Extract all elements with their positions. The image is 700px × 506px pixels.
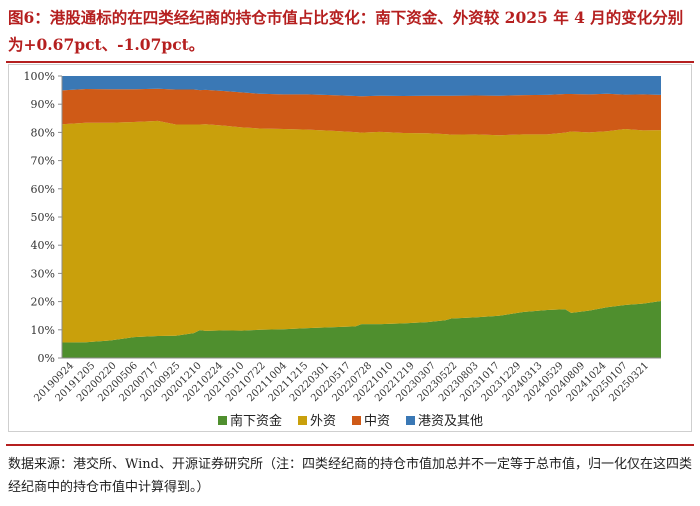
chart-frame: [8, 64, 692, 432]
y-axis: 0% 10% 20% 30% 40% 50% 60% 70% 80% 90% 100%: [24, 70, 63, 365]
area-series-hk_other: [62, 76, 661, 97]
y-tick-label: 60%: [31, 183, 55, 196]
x-axis: 2019092420191205202002202020050620200717…: [32, 357, 661, 404]
y-tick-label: 30%: [31, 267, 55, 280]
y-tick-label: 10%: [31, 324, 55, 337]
source-note: 数据来源：港交所、Wind、开源证券研究所（注：四类经纪商的持仓市值加总并不一定…: [8, 457, 692, 495]
legend-swatch-foreign: [298, 416, 307, 425]
area-layer: [62, 76, 661, 358]
legend-swatch-south: [218, 416, 227, 425]
y-tick-label: 50%: [31, 211, 55, 224]
y-tick-label: 20%: [31, 296, 55, 309]
y-tick-label: 0%: [38, 352, 55, 365]
area-series-foreign: [62, 120, 661, 343]
figure-title: 图6：港股通标的在四类经纪商的持仓市值占比变化：南下资金、外资较 2025 年 …: [8, 8, 684, 54]
legend-swatch-hk_other: [406, 416, 415, 425]
source-divider: [6, 444, 694, 446]
stacked-area-chart: 0% 10% 20% 30% 40% 50% 60% 70% 80% 90% 100% 201909…: [24, 70, 661, 429]
y-tick-label: 100%: [24, 70, 55, 83]
area-series-chinese: [62, 88, 661, 136]
legend-label-hk_other: 港资及其他: [418, 414, 483, 429]
title-divider: [6, 61, 694, 63]
area-series-south: [62, 301, 661, 358]
legend-label-south: 南下资金: [230, 413, 282, 429]
legend-label-foreign: 外资: [310, 414, 336, 429]
y-tick-label: 40%: [31, 239, 55, 252]
y-tick-label: 70%: [31, 155, 55, 168]
legend-swatch-chinese: [352, 416, 361, 425]
legend-label-chinese: 中资: [364, 414, 390, 429]
y-tick-label: 90%: [31, 98, 55, 111]
legend: 南下资金 外资 中资 港资及其他: [218, 413, 483, 429]
y-tick-label: 80%: [31, 126, 55, 139]
